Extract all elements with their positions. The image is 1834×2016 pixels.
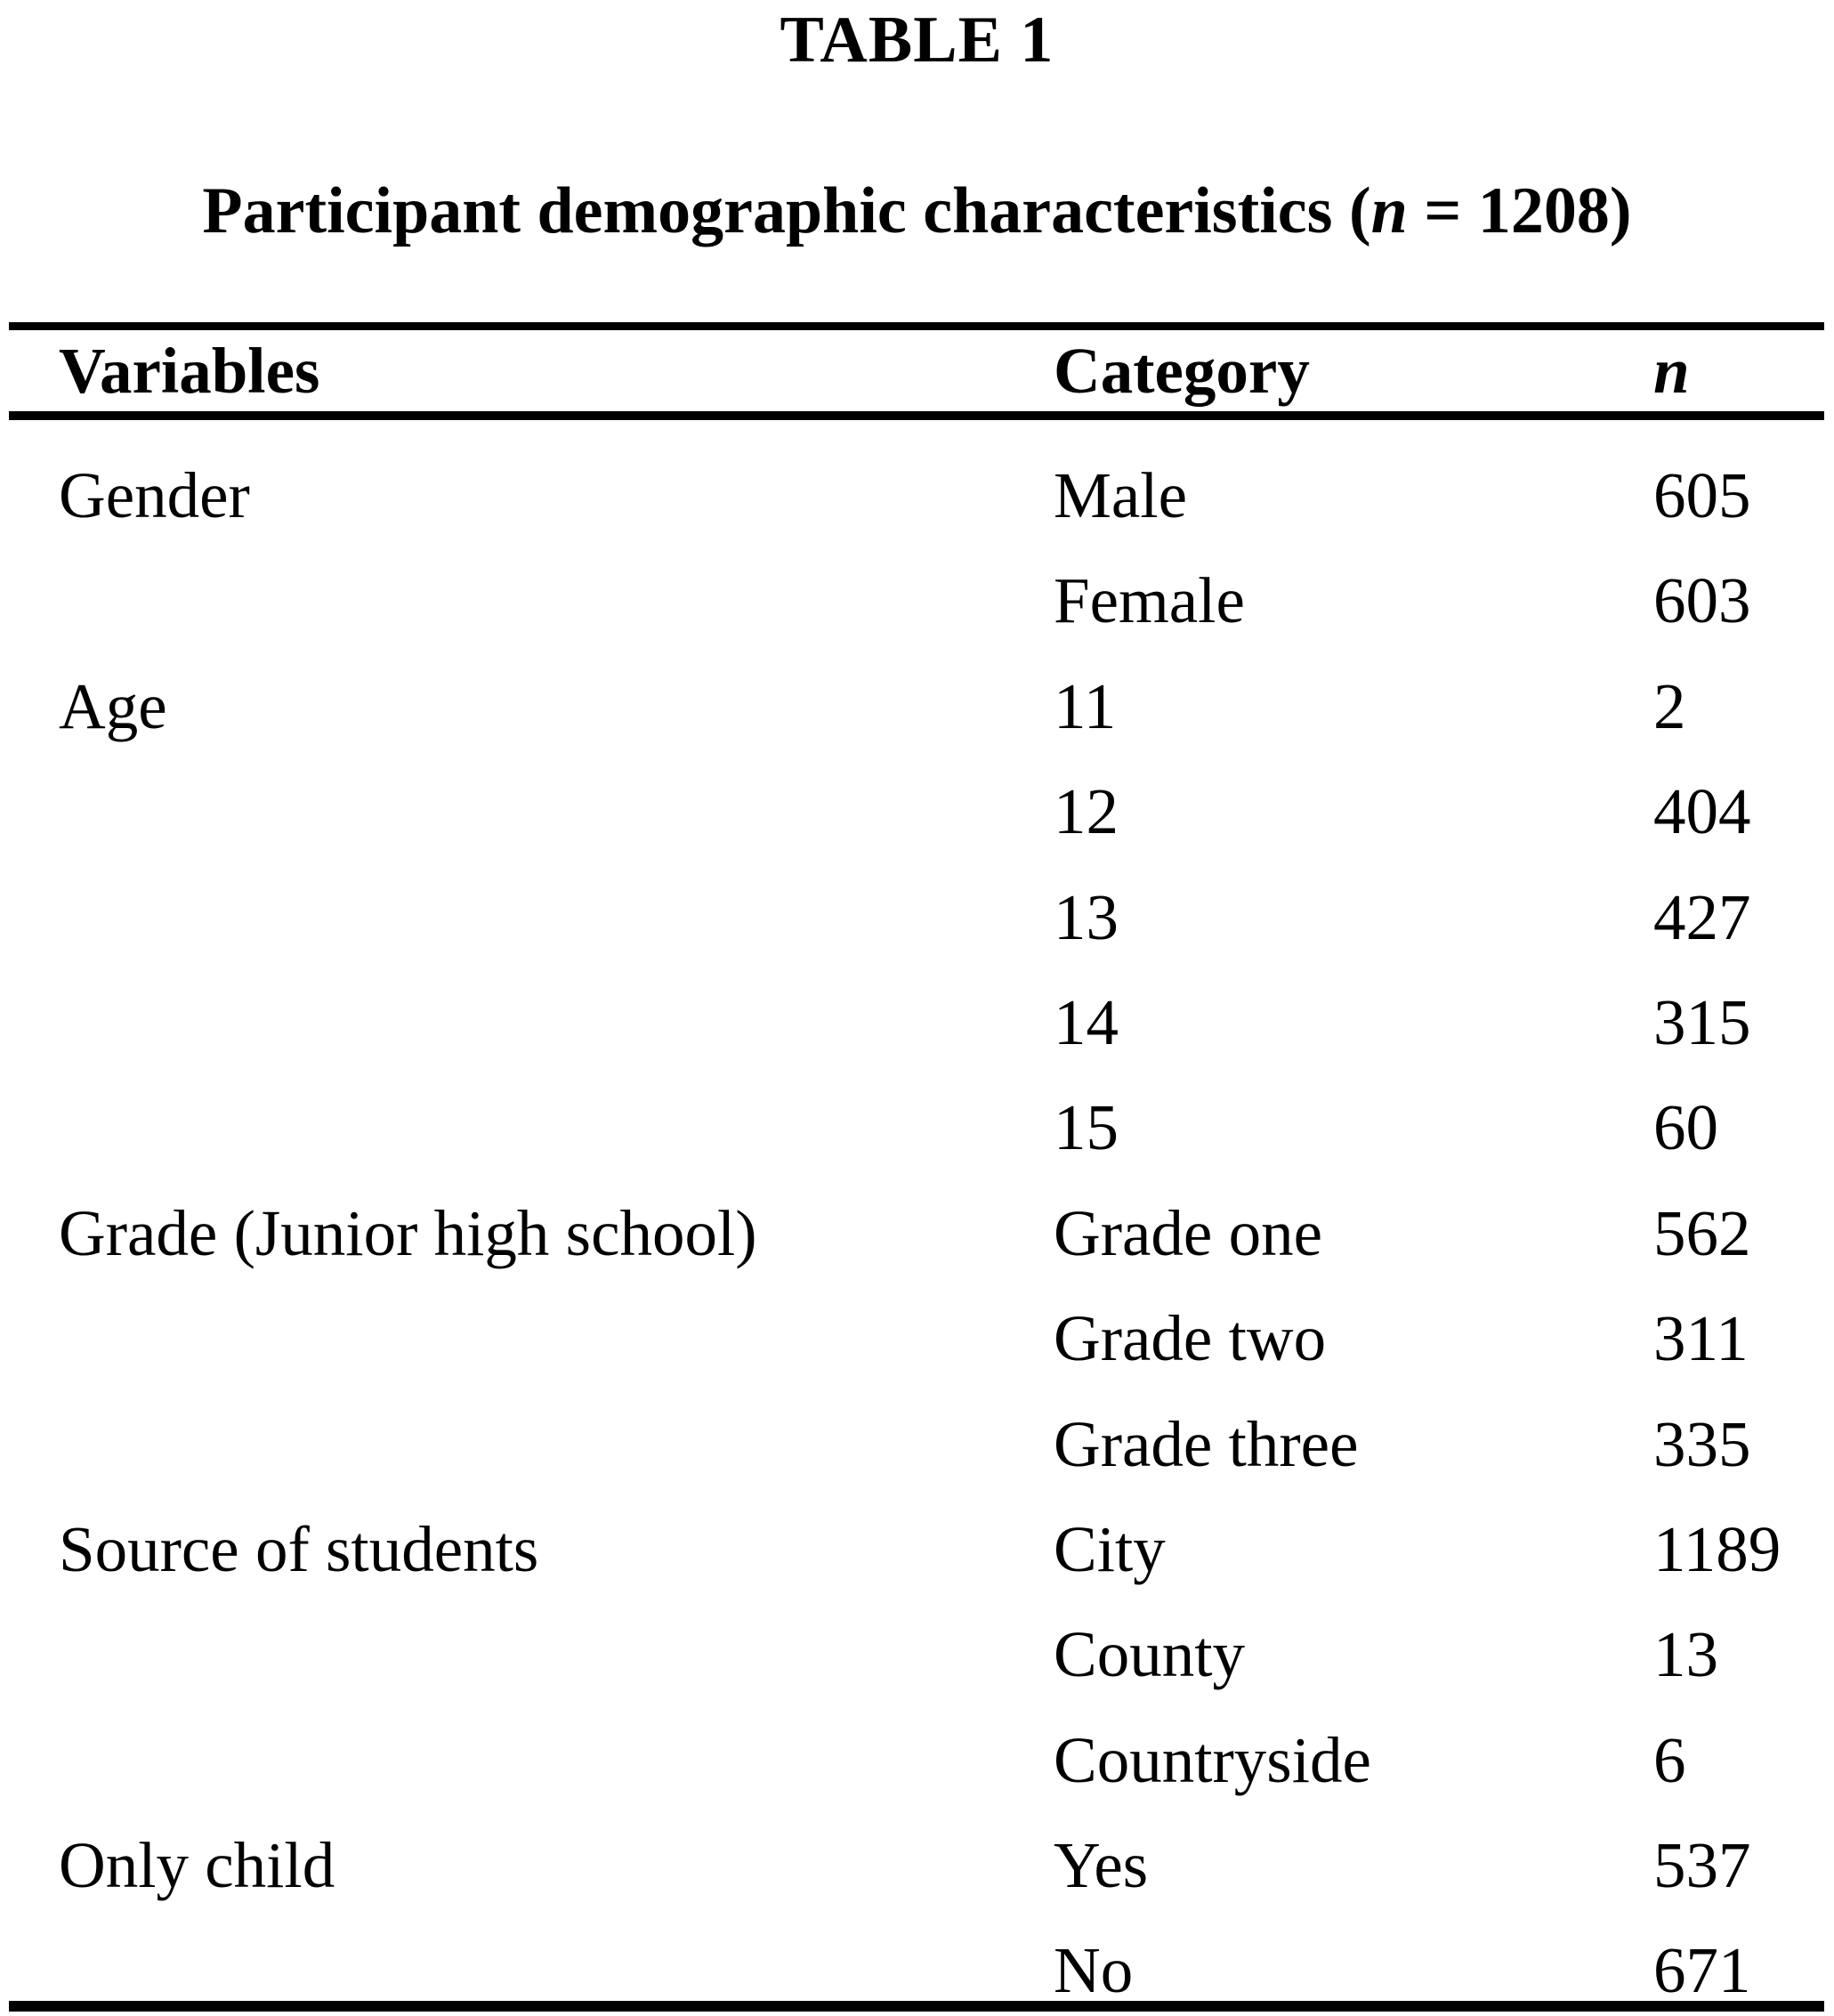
- table-bottom-rule: [9, 2001, 1824, 2012]
- cell-n: 537: [1653, 1829, 1751, 1902]
- cell-n: 427: [1653, 880, 1751, 953]
- column-header-category: Category: [1054, 335, 1310, 407]
- cell-category: 15: [1054, 1091, 1119, 1164]
- table-row: Grade (Junior high school) Grade one 562: [9, 1181, 1824, 1286]
- table-top-rule: [9, 322, 1824, 330]
- cell-category: 11: [1054, 669, 1117, 742]
- column-header-variables: Variables: [59, 335, 320, 407]
- sample-size-symbol: n: [1370, 174, 1408, 247]
- cell-category: Female: [1054, 564, 1245, 637]
- cell-variable: Age: [59, 669, 167, 742]
- cell-n: 315: [1653, 985, 1751, 1058]
- table-body: Gender Male 605 Female 603 Age 11 2 12 404 13 427 14…: [9, 443, 1824, 2016]
- cell-n: 605: [1653, 459, 1751, 531]
- cell-category: Grade one: [1054, 1196, 1322, 1269]
- cell-category: Grade two: [1054, 1302, 1327, 1375]
- table-row: 13 427: [9, 865, 1824, 970]
- cell-category: Countryside: [1054, 1723, 1371, 1796]
- table-title-prefix: Participant demographic characteristics …: [202, 174, 1371, 247]
- cell-category: 12: [1054, 775, 1119, 848]
- cell-variable: Grade (Junior high school): [59, 1196, 757, 1269]
- table-row: Countryside 6: [9, 1708, 1824, 1813]
- cell-category: County: [1054, 1618, 1245, 1691]
- cell-n: 562: [1653, 1196, 1751, 1269]
- table-row: No 671: [9, 1918, 1824, 2016]
- cell-n: 13: [1653, 1618, 1718, 1691]
- table-row: Source of students City 1189: [9, 1497, 1824, 1602]
- table-row: Gender Male 605: [9, 443, 1824, 548]
- table-row: Grade two 311: [9, 1286, 1824, 1391]
- table-row: Only child Yes 537: [9, 1813, 1824, 1918]
- cell-n: 2: [1653, 669, 1686, 742]
- cell-category: 14: [1054, 985, 1119, 1058]
- cell-category: 13: [1054, 880, 1119, 953]
- table-title-suffix: = 1208): [1407, 174, 1632, 247]
- table-row: 14 315: [9, 970, 1824, 1075]
- table-row: 15 60: [9, 1075, 1824, 1180]
- cell-n: 6: [1653, 1723, 1686, 1796]
- table-header-rule: [9, 411, 1824, 420]
- table-row: County 13: [9, 1602, 1824, 1707]
- cell-category: Male: [1054, 459, 1187, 531]
- table-caption: TABLE 1: [780, 4, 1054, 77]
- cell-variable: Gender: [59, 459, 250, 531]
- column-header-n: n: [1653, 335, 1690, 407]
- cell-n: 311: [1653, 1302, 1749, 1375]
- cell-n: 671: [1653, 1934, 1751, 2007]
- cell-category: City: [1054, 1512, 1166, 1585]
- cell-n: 60: [1653, 1091, 1718, 1164]
- table-header-row: Variables Category n: [9, 330, 1824, 411]
- cell-n: 404: [1653, 775, 1751, 848]
- cell-category: Grade three: [1054, 1407, 1359, 1480]
- cell-category: No: [1054, 1934, 1134, 2007]
- cell-category: Yes: [1054, 1829, 1149, 1902]
- cell-n: 603: [1653, 564, 1751, 637]
- cell-n: 1189: [1653, 1512, 1781, 1585]
- table-row: Age 11 2: [9, 654, 1824, 759]
- cell-variable: Only child: [59, 1829, 335, 1902]
- table-row: Female 603: [9, 548, 1824, 653]
- table-title: Participant demographic characteristics …: [0, 178, 1834, 244]
- table-row: 12 404: [9, 759, 1824, 864]
- table-row: Grade three 335: [9, 1392, 1824, 1497]
- cell-n: 335: [1653, 1407, 1751, 1480]
- cell-variable: Source of students: [59, 1512, 539, 1585]
